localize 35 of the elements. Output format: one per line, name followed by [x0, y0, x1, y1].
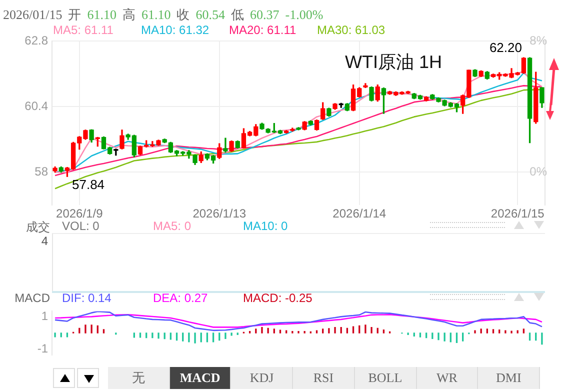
y2-tick-label: 0% — [530, 164, 548, 179]
text: MA30: 61.03 — [317, 23, 386, 37]
y-tick-label: 58 — [34, 164, 48, 179]
y-axis-title: MACD — [14, 291, 50, 305]
text: 无 — [108, 367, 170, 389]
y-tick-label: -1 — [37, 341, 48, 356]
legend-label: MA5: 0 — [153, 219, 192, 233]
text: KDJ — [231, 367, 294, 389]
annotation: 57.84 — [72, 177, 105, 192]
text: 成交 — [25, 219, 50, 236]
text: MACD — [170, 367, 232, 389]
x-tick-label: 2026/1/9 — [56, 206, 104, 221]
text: BOLL — [354, 367, 417, 389]
text: DMI — [478, 367, 540, 389]
text: WR — [416, 367, 478, 389]
x-tick-label: 2026/1/15 — [490, 206, 545, 221]
text: 2026/01/15 开 61.10 高 61.10 收 60.54 低 60.37 -1.00% — [3, 7, 324, 22]
x-tick-label: 2026/1/14 — [332, 206, 386, 221]
text: MA5: 61.11 — [53, 23, 114, 37]
series-label: DIF: 0.14 — [62, 291, 112, 305]
text: MA10: 61.32 — [141, 23, 210, 37]
x-tick-label: 2026/1/13 — [192, 206, 246, 221]
text: RSI — [293, 367, 355, 389]
annotation: 62.20 — [489, 40, 522, 55]
series-label: DEA: 0.27 — [153, 291, 208, 305]
text: WTI原油 1H — [345, 51, 442, 74]
text: MA20: 61.11 — [229, 23, 296, 37]
text: 4 — [40, 234, 48, 248]
y-tick-label: 62.8 — [24, 34, 48, 48]
legend-label: MA10: 0 — [243, 219, 288, 233]
legend-label: VOL: 0 — [62, 219, 100, 233]
y-tick-label: 1 — [41, 309, 48, 324]
text: MACD: -0.25 — [243, 291, 312, 305]
y2-tick-label: 8% — [530, 34, 548, 48]
y-tick-label: 60.4 — [24, 99, 48, 114]
